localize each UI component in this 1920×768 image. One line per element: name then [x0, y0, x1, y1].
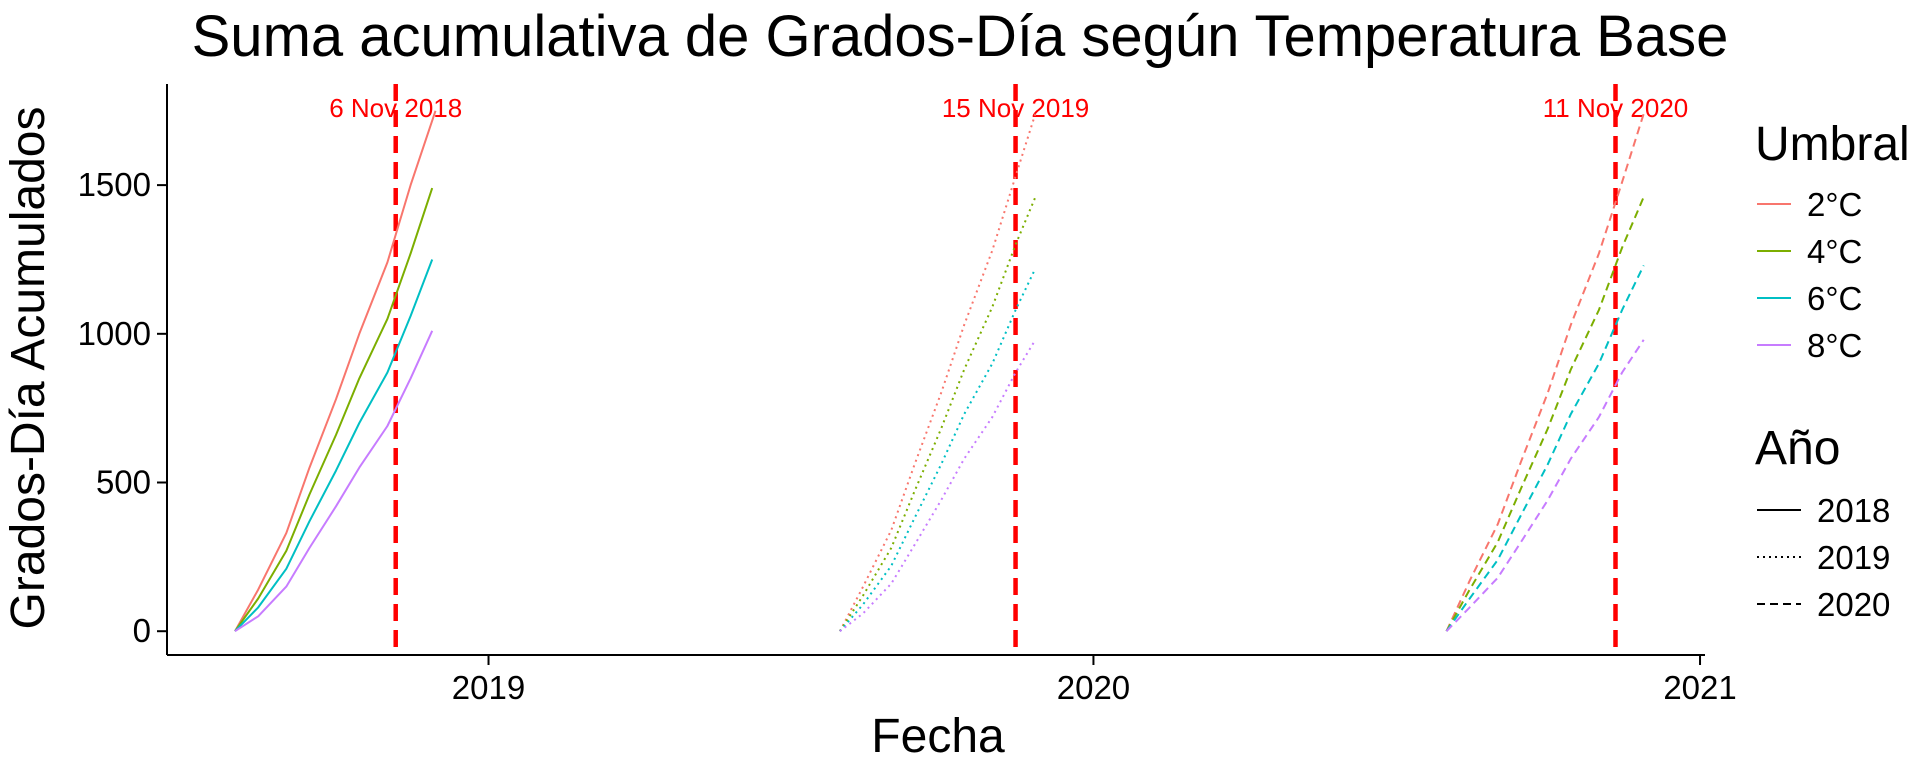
x-axis-ticks: 2019 2020 2021	[452, 655, 1737, 706]
legend-title-umbral: Umbral	[1755, 118, 1910, 171]
chart-title: Suma acumulativa de Grados-Día según Tem…	[192, 4, 1729, 69]
series-line	[234, 187, 434, 632]
legend-label: 6°C	[1807, 280, 1862, 317]
x-axis-title: Fecha	[871, 710, 1005, 763]
legend-label: 2019	[1817, 539, 1890, 576]
legend-label: 2018	[1817, 492, 1890, 529]
y-tick-label: 0	[133, 612, 151, 649]
annotation-label: 15 Nov 2019	[942, 93, 1089, 123]
series-line	[1445, 113, 1645, 632]
legend-label: 2020	[1817, 586, 1890, 623]
legend-label: 2°C	[1807, 186, 1862, 223]
series-line	[234, 330, 434, 633]
series-line	[234, 259, 434, 632]
y-tick-label: 1000	[78, 315, 151, 352]
series-line	[1445, 339, 1645, 632]
y-axis-ticks: 0 500 1000 1500	[78, 166, 167, 649]
y-tick-label: 1500	[78, 166, 151, 203]
x-tick-label: 2020	[1057, 669, 1130, 706]
x-tick-label: 2021	[1663, 669, 1736, 706]
annotations-layer: 6 Nov 2018 15 Nov 2019 11 Nov 2020	[329, 84, 1688, 655]
y-tick-label: 500	[96, 464, 151, 501]
series-line	[839, 113, 1037, 632]
legend-title-ano: Año	[1755, 422, 1840, 475]
series-layer	[234, 110, 1645, 633]
legend-label: 4°C	[1807, 233, 1862, 270]
annotation-label: 11 Nov 2020	[1543, 93, 1689, 123]
series-line	[1445, 196, 1645, 632]
legend-label: 8°C	[1807, 327, 1862, 364]
legend: Umbral 2°C 4°C 6°C 8°C Año 2018 2019 2020	[1755, 118, 1910, 623]
series-line	[839, 196, 1037, 632]
annotation-label: 6 Nov 2018	[329, 93, 462, 123]
series-line	[839, 267, 1037, 632]
x-tick-label: 2019	[452, 669, 525, 706]
series-line	[234, 110, 437, 632]
y-axis-title: Grados-Día Acumulados	[2, 107, 55, 630]
series-line	[839, 339, 1037, 632]
series-line	[1445, 264, 1645, 632]
